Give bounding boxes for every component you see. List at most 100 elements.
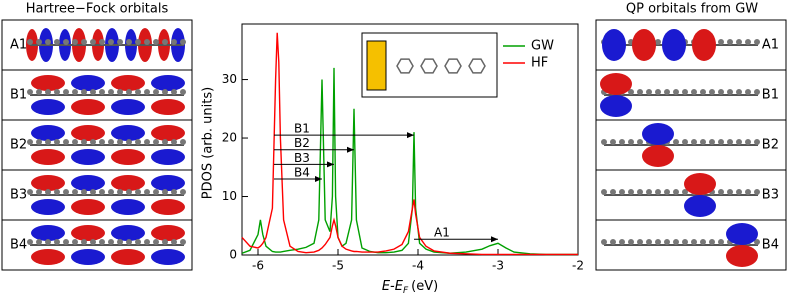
orbital-lobe	[111, 199, 145, 215]
orbital-lobe	[31, 175, 65, 191]
atom	[736, 89, 742, 95]
atom	[171, 139, 177, 145]
atom	[682, 89, 688, 95]
atom	[144, 189, 150, 195]
orbital-lobe	[600, 95, 632, 117]
atom	[36, 139, 42, 145]
atom	[180, 139, 186, 145]
atom	[682, 239, 688, 245]
atom	[54, 189, 60, 195]
orbital-lobe	[71, 225, 105, 241]
y-axis-label: PDOS (arb. units)	[201, 87, 216, 199]
atom	[727, 89, 733, 95]
orbital-lobe	[151, 125, 185, 141]
atom	[637, 139, 643, 145]
atom	[709, 139, 715, 145]
atom	[126, 39, 132, 45]
y-tick-label: 10	[222, 189, 237, 203]
atom	[36, 189, 42, 195]
x-tick-label: -5	[332, 259, 344, 273]
orbital-lobe	[684, 195, 716, 217]
atom	[180, 89, 186, 95]
y-tick-label: 30	[222, 72, 237, 86]
atom	[673, 89, 679, 95]
orbital-lobe	[151, 149, 185, 165]
atom	[27, 39, 33, 45]
legend-label: HF	[531, 56, 548, 71]
orbital-lobe	[31, 199, 65, 215]
orbital-lobe	[111, 149, 145, 165]
atom	[72, 139, 78, 145]
atom	[682, 139, 688, 145]
orbital-lobe	[151, 225, 185, 241]
atom	[90, 139, 96, 145]
atom	[117, 139, 123, 145]
atom	[691, 239, 697, 245]
atom	[126, 239, 132, 245]
atom	[673, 139, 679, 145]
atom	[72, 239, 78, 245]
x-tick-label: -6	[252, 259, 264, 273]
atom	[27, 139, 33, 145]
row-label: B4	[762, 238, 779, 253]
atom	[754, 89, 760, 95]
atom	[736, 39, 742, 45]
atom	[718, 139, 724, 145]
row-label: A1	[10, 38, 27, 53]
atom	[90, 239, 96, 245]
annotation-label: B4	[294, 165, 310, 179]
atom	[162, 89, 168, 95]
atom	[718, 189, 724, 195]
atom	[162, 139, 168, 145]
atom	[745, 189, 751, 195]
orbital-lobe	[111, 249, 145, 265]
atom	[655, 239, 661, 245]
atom	[72, 39, 78, 45]
atom	[63, 39, 69, 45]
atom	[45, 89, 51, 95]
orbital-lobe	[600, 73, 632, 95]
atom	[673, 239, 679, 245]
atom	[628, 189, 634, 195]
annotation-label: B2	[294, 136, 310, 150]
atom	[619, 189, 625, 195]
series-line	[241, 32, 578, 256]
atom	[45, 139, 51, 145]
atom	[691, 89, 697, 95]
orbital-lobe	[31, 249, 65, 265]
atom	[126, 89, 132, 95]
annotation-label: B1	[294, 122, 310, 136]
atom	[700, 139, 706, 145]
atom	[646, 239, 652, 245]
atom	[171, 189, 177, 195]
atom	[736, 189, 742, 195]
atom	[162, 189, 168, 195]
atom	[601, 189, 607, 195]
atom	[144, 139, 150, 145]
atom	[144, 239, 150, 245]
atom	[700, 89, 706, 95]
atom	[637, 239, 643, 245]
atom	[754, 189, 760, 195]
orbital-lobe	[71, 125, 105, 141]
orbital-lobe	[151, 99, 185, 115]
atom	[81, 39, 87, 45]
orbital-lobe	[692, 29, 716, 61]
orbital-lobe	[151, 199, 185, 215]
atom	[108, 89, 114, 95]
atom	[36, 239, 42, 245]
atom	[90, 89, 96, 95]
atom	[108, 189, 114, 195]
atom	[117, 89, 123, 95]
atom	[90, 189, 96, 195]
atom	[153, 189, 159, 195]
orbital-lobe	[726, 223, 758, 245]
atom	[72, 89, 78, 95]
atom	[144, 39, 150, 45]
orbital-lobe	[31, 99, 65, 115]
atom	[655, 89, 661, 95]
atom	[655, 39, 661, 45]
atom	[718, 239, 724, 245]
atom	[126, 189, 132, 195]
